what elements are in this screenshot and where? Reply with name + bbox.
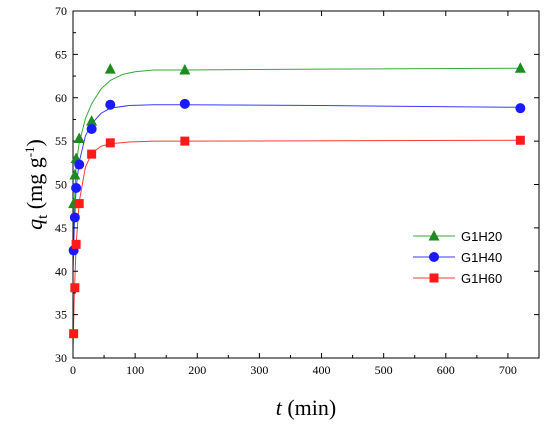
data-point-g1h60 — [69, 329, 79, 339]
y-tick-label: 60 — [55, 91, 67, 105]
x-tick-label: 100 — [126, 363, 144, 377]
fit-curve-g1h20 — [73, 67, 521, 237]
legend-label: G1H20 — [461, 229, 502, 244]
data-point-g1h20 — [179, 63, 191, 75]
y-tick-label: 45 — [55, 221, 67, 235]
plot-frame — [72, 10, 540, 359]
data-point-g1h40 — [105, 99, 116, 110]
data-point-g1h60 — [74, 199, 84, 209]
data-point-g1h60 — [70, 283, 80, 293]
data-markers — [68, 62, 526, 339]
data-point-g1h20 — [73, 132, 85, 144]
x-axis-label: t (min) — [276, 395, 337, 420]
data-point-g1h20 — [86, 115, 98, 126]
data-point-g1h60 — [515, 135, 525, 145]
legend-item-g1h60: G1H60 — [413, 271, 502, 286]
data-point-g1h40 — [74, 159, 85, 170]
fit-curve-g1h60 — [73, 139, 521, 350]
data-point-g1h60 — [71, 239, 81, 249]
y-tick-label: 50 — [55, 178, 67, 192]
y-axis-unit: (mg g — [22, 157, 47, 214]
legend: G1H20 G1H40 G1H60 — [413, 229, 502, 286]
data-point-g1h60 — [105, 138, 115, 148]
y-axis-unit-close: ) — [22, 139, 47, 146]
data-point-g1h20 — [104, 63, 116, 74]
legend-marker — [429, 252, 439, 262]
legend-item-g1h40: G1H40 — [413, 250, 502, 265]
x-tick-label: 400 — [313, 363, 331, 377]
x-axis-symbol: t — [276, 395, 283, 420]
y-axis-symbol: q — [22, 219, 47, 230]
y-tick-label: 65 — [55, 47, 67, 61]
legend-marker — [429, 273, 439, 283]
x-tick-label: 200 — [188, 363, 206, 377]
legend-label: G1H40 — [461, 250, 502, 265]
x-axis-unit: (min) — [282, 395, 336, 420]
axis-ticks: 0 100 200 300 400 500 600 700 30 35 40 45 50 55 60 65 70 — [55, 4, 539, 377]
data-point-g1h40 — [71, 182, 82, 193]
y-axis-subscript: t — [35, 214, 51, 219]
legend-label: G1H60 — [461, 271, 502, 286]
y-axis-unit-superscript: -1 — [22, 146, 37, 157]
y-tick-label: 55 — [55, 134, 67, 148]
data-point-g1h20 — [514, 62, 526, 73]
y-axis-label: qt (mg g-1) — [22, 139, 51, 230]
fit-curve-g1h40 — [73, 104, 521, 272]
data-point-g1h40 — [515, 103, 526, 114]
data-point-g1h40 — [179, 98, 190, 109]
x-tick-label: 500 — [375, 363, 393, 377]
fit-curves — [73, 67, 521, 350]
data-point-g1h40 — [86, 123, 97, 134]
legend-item-g1h20: G1H20 — [413, 229, 502, 244]
data-point-g1h20 — [69, 168, 81, 180]
x-tick-label: 700 — [499, 363, 517, 377]
x-tick-label: 600 — [437, 363, 455, 377]
y-tick-label: 35 — [55, 308, 67, 322]
x-tick-label: 0 — [70, 363, 76, 377]
y-tick-label: 40 — [55, 264, 67, 278]
x-tick-label: 300 — [250, 363, 268, 377]
y-tick-label: 70 — [55, 4, 67, 18]
data-point-g1h60 — [87, 149, 97, 159]
data-point-g1h40 — [69, 212, 80, 223]
y-tick-label: 30 — [55, 351, 67, 365]
data-point-g1h60 — [180, 136, 190, 146]
legend-marker — [428, 230, 440, 241]
